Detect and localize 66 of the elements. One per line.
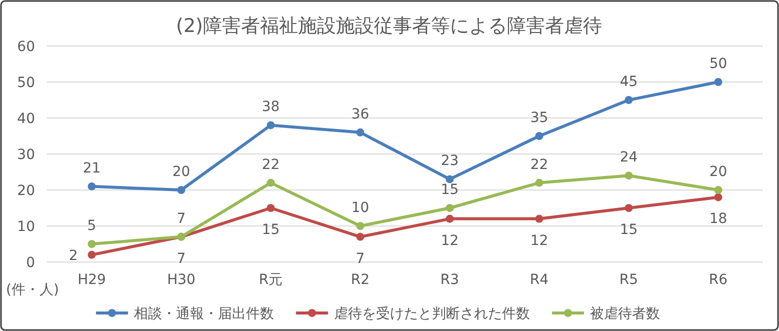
y-tick-label: 20 bbox=[17, 183, 35, 199]
point bbox=[88, 240, 96, 248]
y-tick-label: 60 bbox=[17, 39, 35, 55]
point bbox=[266, 121, 275, 130]
x-tick-label: R3 bbox=[440, 272, 460, 288]
point bbox=[535, 178, 544, 187]
y-tick-label: 30 bbox=[17, 147, 35, 163]
data-label: 38 bbox=[262, 99, 280, 116]
point bbox=[535, 214, 544, 223]
point bbox=[446, 204, 454, 212]
point bbox=[714, 193, 722, 202]
x-tick-label: H29 bbox=[78, 272, 106, 288]
data-label: 5 bbox=[87, 218, 96, 234]
point bbox=[88, 250, 96, 259]
data-label: 24 bbox=[620, 150, 638, 166]
point bbox=[624, 96, 633, 104]
data-label: 23 bbox=[440, 153, 459, 170]
data-label: 35 bbox=[530, 110, 548, 126]
data-label: 12 bbox=[440, 232, 459, 249]
chart-title: (2)障害者福祉施設施設従事者等による障害者虐待 bbox=[176, 15, 602, 37]
data-label: 15 bbox=[620, 222, 638, 238]
data-label: 22 bbox=[262, 156, 280, 173]
data-label: 12 bbox=[530, 232, 548, 249]
point bbox=[356, 222, 364, 230]
data-label: 7 bbox=[176, 250, 186, 267]
y-tick-label: 10 bbox=[17, 219, 35, 235]
legend-label: 虐待を受けたと判断された件数 bbox=[334, 306, 530, 322]
x-tick-label: R6 bbox=[708, 272, 728, 288]
point bbox=[356, 128, 364, 136]
y-axis-title: (件・人) bbox=[6, 282, 59, 298]
data-label: 50 bbox=[709, 56, 728, 72]
point bbox=[714, 186, 722, 194]
point bbox=[356, 232, 364, 241]
y-tick-label: 0 bbox=[26, 255, 35, 271]
point bbox=[266, 204, 275, 212]
x-tick-label: R4 bbox=[530, 272, 549, 288]
data-label: 20 bbox=[709, 164, 728, 180]
legend-label: 相談・通報・届出件数 bbox=[134, 306, 274, 322]
point bbox=[177, 186, 186, 194]
data-label: 18 bbox=[709, 211, 728, 228]
x-tick-label: R2 bbox=[350, 272, 370, 288]
point bbox=[446, 214, 454, 223]
data-label: 10 bbox=[351, 200, 370, 216]
data-label: 2 bbox=[68, 248, 78, 264]
y-tick-label: 50 bbox=[17, 75, 35, 91]
data-label: 15 bbox=[262, 222, 280, 238]
point bbox=[88, 182, 96, 190]
x-tick-label: H30 bbox=[167, 272, 196, 288]
y-tick-label: 40 bbox=[17, 111, 35, 127]
legend-label: 被虐待者数 bbox=[590, 306, 660, 322]
point bbox=[446, 175, 454, 184]
point bbox=[624, 172, 633, 180]
point bbox=[266, 178, 275, 187]
data-label: 15 bbox=[440, 182, 459, 198]
data-label: 21 bbox=[82, 160, 101, 176]
data-label: 20 bbox=[172, 164, 190, 180]
data-label: 7 bbox=[176, 210, 186, 227]
data-label: 22 bbox=[530, 156, 548, 173]
data-label: 36 bbox=[351, 106, 370, 122]
data-label: 7 bbox=[356, 250, 365, 267]
point bbox=[714, 78, 722, 86]
point bbox=[535, 132, 544, 140]
x-tick-label: R元 bbox=[258, 272, 283, 288]
point bbox=[624, 204, 633, 212]
data-label: 45 bbox=[620, 74, 638, 90]
x-tick-label: R5 bbox=[619, 272, 638, 288]
